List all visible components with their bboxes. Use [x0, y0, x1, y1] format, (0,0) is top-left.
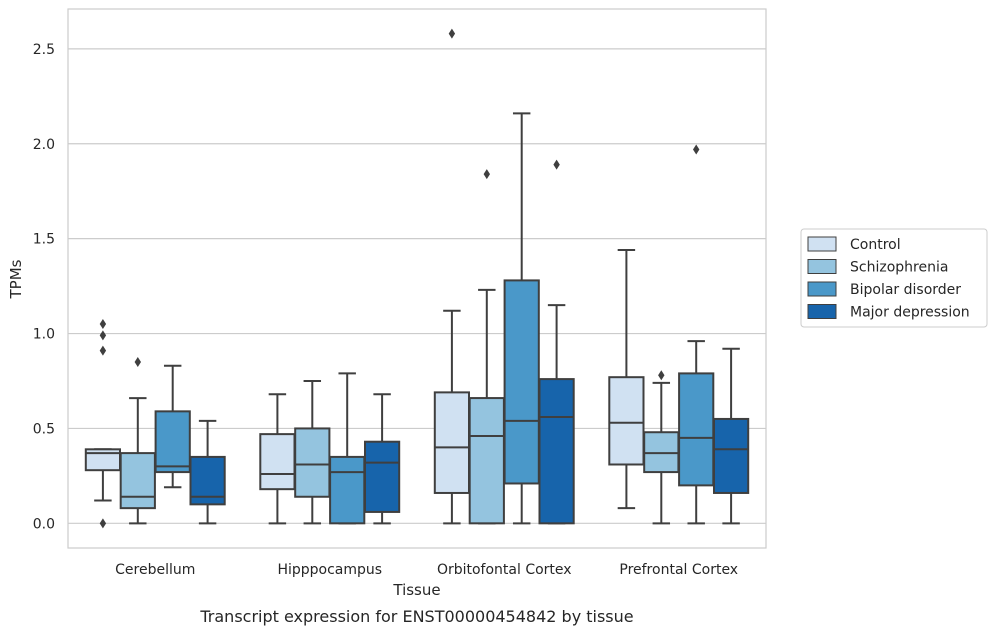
- box-body: [294, 427, 331, 498]
- outlier-point: [99, 319, 107, 330]
- box-body: [712, 417, 750, 494]
- y-tick-label: 2.0: [33, 137, 55, 153]
- legend-swatch: [807, 281, 837, 297]
- box-body: [119, 452, 156, 510]
- box-body: [329, 455, 366, 525]
- outlier-point: [693, 144, 700, 155]
- box-3-3: [712, 347, 750, 525]
- legend-label: Bipolar disorder: [850, 282, 961, 298]
- legend-label: Schizophrenia: [850, 260, 948, 276]
- outlier-point: [483, 169, 490, 180]
- box-1-2: [329, 372, 366, 525]
- x-axis-label: Tissue: [392, 581, 440, 599]
- y-tick-label: 2.5: [33, 42, 55, 58]
- outlier-point: [99, 330, 107, 341]
- box-body: [433, 391, 471, 494]
- box-3-0: [608, 249, 645, 510]
- box-body: [154, 410, 191, 474]
- legend-label: Major depression: [850, 305, 970, 321]
- figure-caption: Transcript expression for ENST0000045484…: [199, 607, 633, 626]
- legend-label: Control: [850, 237, 901, 253]
- box-0-3: [189, 419, 226, 525]
- box-body: [503, 279, 540, 485]
- legend[interactable]: Control Schizophrenia Bipolar disorder Majo…: [800, 228, 988, 328]
- outlier-point: [553, 159, 560, 170]
- legend-swatch: [807, 304, 837, 319]
- legend-frame: [800, 228, 988, 328]
- outlier-point: [134, 357, 141, 368]
- y-tick-label: 0.5: [33, 421, 55, 437]
- box-body: [259, 433, 296, 491]
- box-body: [468, 397, 505, 525]
- box-0-2: [154, 364, 191, 489]
- box-body: [363, 440, 401, 513]
- outlier-point: [99, 345, 107, 356]
- x-tick-label: Orbitofontal Cortex: [437, 562, 572, 578]
- y-tick-label: 1.5: [33, 232, 55, 248]
- plot-frame: [67, 8, 767, 549]
- box-2-2: [503, 112, 540, 525]
- box-1-0: [259, 393, 296, 525]
- y-axis-label: TPMs: [7, 259, 25, 299]
- box-2-3: [538, 159, 575, 525]
- x-tick-label: Prefrontal Cortex: [619, 562, 738, 578]
- legend-swatch: [807, 259, 837, 274]
- x-tick-labels: Cerebellum Hipppocampus Orbitofontal Corte…: [115, 562, 738, 578]
- y-tick-label: 0.0: [33, 516, 55, 532]
- box-2-1: [468, 169, 505, 525]
- box-2-0: [433, 28, 471, 525]
- y-tick-labels: 0.0 0.5 1.0 1.5 2.0 2.5: [33, 42, 55, 532]
- box-1-3: [363, 393, 401, 525]
- box-3-2: [678, 144, 715, 525]
- x-tick-label: Hipppocampus: [277, 562, 382, 578]
- outlier-point: [658, 370, 665, 381]
- outlier-point: [448, 28, 456, 39]
- box-body: [678, 372, 715, 487]
- box-body: [538, 378, 575, 525]
- box-groups: [84, 28, 750, 529]
- y-tick-label: 1.0: [33, 327, 55, 343]
- box-0-0: [84, 319, 122, 529]
- box-0-1: [119, 357, 156, 525]
- legend-swatch: [807, 236, 837, 252]
- outlier-point: [99, 518, 107, 529]
- x-tick-label: Cerebellum: [115, 562, 195, 578]
- box-body: [608, 376, 645, 466]
